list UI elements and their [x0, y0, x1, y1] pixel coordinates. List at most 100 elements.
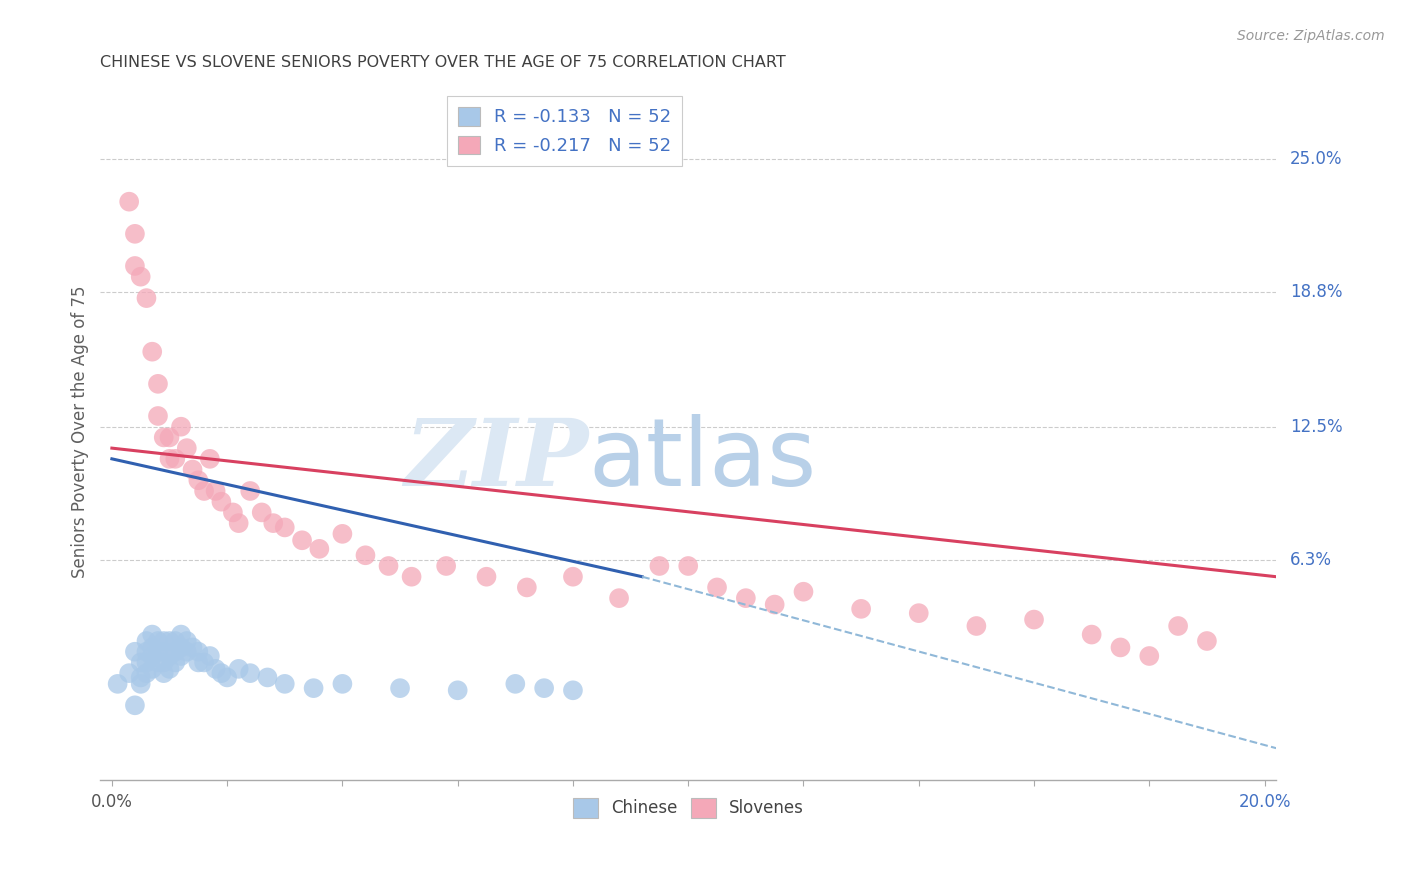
- Point: [706, 581, 728, 595]
- Text: 12.5%: 12.5%: [1291, 417, 1343, 435]
- Point: [165, 656, 187, 670]
- Point: [562, 570, 585, 584]
- Point: [170, 648, 193, 663]
- Text: 25.0%: 25.0%: [1291, 150, 1343, 168]
- Point: [849, 602, 872, 616]
- Point: [228, 662, 250, 676]
- Point: [141, 627, 163, 641]
- Point: [1080, 627, 1102, 641]
- Point: [176, 441, 198, 455]
- Point: [170, 627, 193, 641]
- Point: [209, 494, 232, 508]
- Point: [146, 376, 169, 391]
- Point: [1195, 634, 1218, 648]
- Point: [648, 559, 671, 574]
- Point: [135, 645, 157, 659]
- Point: [763, 598, 786, 612]
- Point: [124, 227, 146, 241]
- Point: [152, 430, 174, 444]
- Point: [118, 194, 141, 209]
- Point: [141, 344, 163, 359]
- Point: [332, 526, 354, 541]
- Point: [135, 291, 157, 305]
- Point: [228, 516, 250, 530]
- Point: [274, 520, 297, 534]
- Point: [291, 533, 314, 548]
- Point: [135, 634, 157, 648]
- Point: [165, 645, 187, 659]
- Point: [607, 591, 630, 606]
- Point: [159, 648, 181, 663]
- Point: [274, 677, 297, 691]
- Point: [181, 462, 204, 476]
- Text: Source: ZipAtlas.com: Source: ZipAtlas.com: [1237, 29, 1385, 43]
- Point: [159, 634, 181, 648]
- Point: [159, 451, 181, 466]
- Point: [141, 662, 163, 676]
- Legend: Chinese, Slovenes: Chinese, Slovenes: [567, 791, 810, 824]
- Point: [176, 634, 198, 648]
- Point: [676, 559, 699, 574]
- Point: [308, 541, 330, 556]
- Point: [1137, 648, 1160, 663]
- Point: [256, 670, 278, 684]
- Point: [447, 683, 470, 698]
- Point: [222, 505, 245, 519]
- Point: [141, 648, 163, 663]
- Point: [198, 451, 221, 466]
- Point: [152, 645, 174, 659]
- Point: [187, 473, 209, 487]
- Point: [124, 645, 146, 659]
- Point: [209, 666, 232, 681]
- Point: [562, 683, 585, 698]
- Y-axis label: Seniors Poverty Over the Age of 75: Seniors Poverty Over the Age of 75: [72, 285, 89, 578]
- Point: [262, 516, 284, 530]
- Point: [505, 677, 527, 691]
- Point: [965, 619, 987, 633]
- Point: [434, 559, 457, 574]
- Point: [302, 681, 325, 695]
- Point: [1167, 619, 1189, 633]
- Point: [124, 259, 146, 273]
- Point: [792, 584, 814, 599]
- Point: [377, 559, 399, 574]
- Point: [217, 670, 239, 684]
- Point: [250, 505, 273, 519]
- Point: [193, 483, 215, 498]
- Point: [118, 666, 141, 681]
- Text: ZIP: ZIP: [404, 415, 588, 505]
- Point: [165, 451, 187, 466]
- Text: atlas: atlas: [588, 414, 817, 506]
- Point: [107, 677, 129, 691]
- Point: [1109, 640, 1132, 655]
- Point: [129, 670, 152, 684]
- Point: [907, 606, 929, 620]
- Point: [193, 656, 215, 670]
- Point: [135, 656, 157, 670]
- Point: [332, 677, 354, 691]
- Point: [204, 483, 226, 498]
- Point: [159, 662, 181, 676]
- Point: [239, 666, 262, 681]
- Point: [176, 645, 198, 659]
- Point: [146, 409, 169, 423]
- Point: [239, 483, 262, 498]
- Text: 6.3%: 6.3%: [1291, 550, 1333, 568]
- Point: [146, 656, 169, 670]
- Point: [170, 640, 193, 655]
- Point: [129, 269, 152, 284]
- Point: [146, 634, 169, 648]
- Text: CHINESE VS SLOVENE SENIORS POVERTY OVER THE AGE OF 75 CORRELATION CHART: CHINESE VS SLOVENE SENIORS POVERTY OVER …: [100, 55, 786, 70]
- Point: [516, 581, 538, 595]
- Point: [146, 645, 169, 659]
- Point: [475, 570, 498, 584]
- Point: [1022, 613, 1045, 627]
- Point: [734, 591, 756, 606]
- Point: [135, 666, 157, 681]
- Point: [198, 648, 221, 663]
- Point: [354, 549, 377, 563]
- Point: [129, 677, 152, 691]
- Point: [152, 656, 174, 670]
- Point: [129, 656, 152, 670]
- Point: [533, 681, 555, 695]
